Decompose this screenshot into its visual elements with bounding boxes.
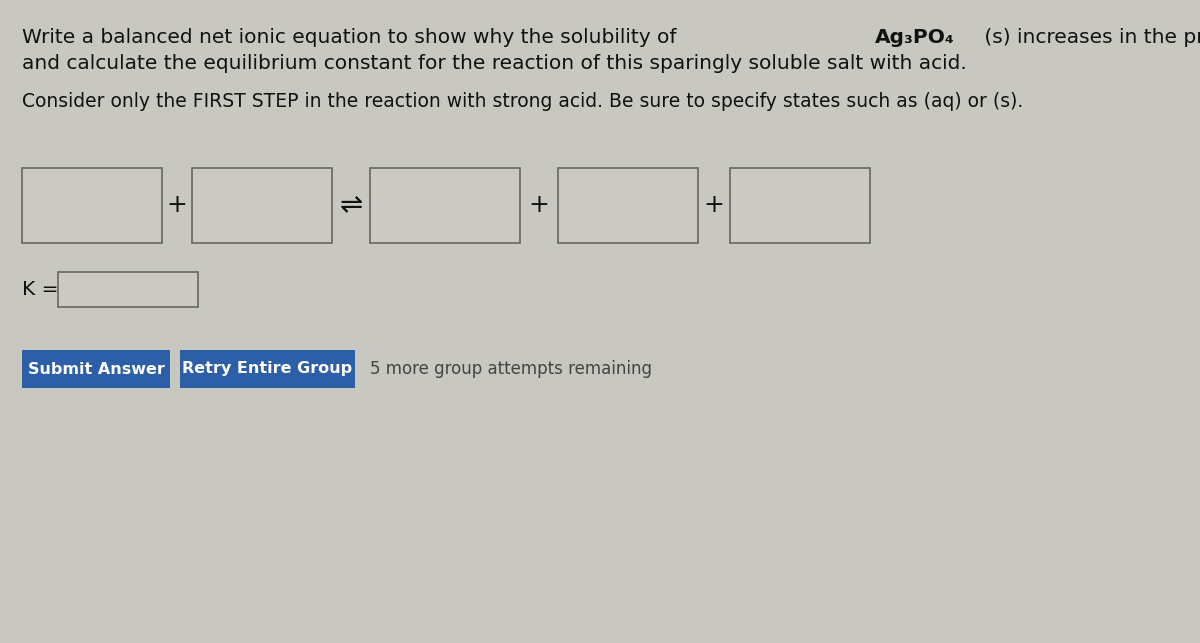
Text: Submit Answer: Submit Answer xyxy=(28,361,164,377)
Text: +: + xyxy=(167,194,187,217)
Text: K =: K = xyxy=(22,280,59,299)
FancyBboxPatch shape xyxy=(180,350,355,388)
FancyBboxPatch shape xyxy=(370,168,520,243)
FancyBboxPatch shape xyxy=(730,168,870,243)
Text: 5 more group attempts remaining: 5 more group attempts remaining xyxy=(370,360,652,378)
Text: and calculate the equilibrium constant for the reaction of this sparingly solubl: and calculate the equilibrium constant f… xyxy=(22,54,967,73)
FancyBboxPatch shape xyxy=(192,168,332,243)
Text: +: + xyxy=(703,194,725,217)
Text: ⇌: ⇌ xyxy=(340,192,362,219)
Text: (s) increases in the presence of a strong acid: (s) increases in the presence of a stron… xyxy=(978,28,1200,47)
Text: Retry Entire Group: Retry Entire Group xyxy=(182,361,353,377)
Text: Ag₃PO₄: Ag₃PO₄ xyxy=(875,28,954,47)
Text: Write a balanced net ionic equation to show why the solubility of: Write a balanced net ionic equation to s… xyxy=(22,28,683,47)
FancyBboxPatch shape xyxy=(22,168,162,243)
FancyBboxPatch shape xyxy=(58,272,198,307)
Text: Write a balanced net ionic equation to show why the solubility of: Write a balanced net ionic equation to s… xyxy=(22,28,683,47)
FancyBboxPatch shape xyxy=(22,350,170,388)
Text: Consider only the FIRST STEP in the reaction with strong acid. Be sure to specif: Consider only the FIRST STEP in the reac… xyxy=(22,92,1024,111)
Text: Ag₃PO₄: Ag₃PO₄ xyxy=(875,28,954,47)
Text: +: + xyxy=(528,194,550,217)
FancyBboxPatch shape xyxy=(558,168,698,243)
